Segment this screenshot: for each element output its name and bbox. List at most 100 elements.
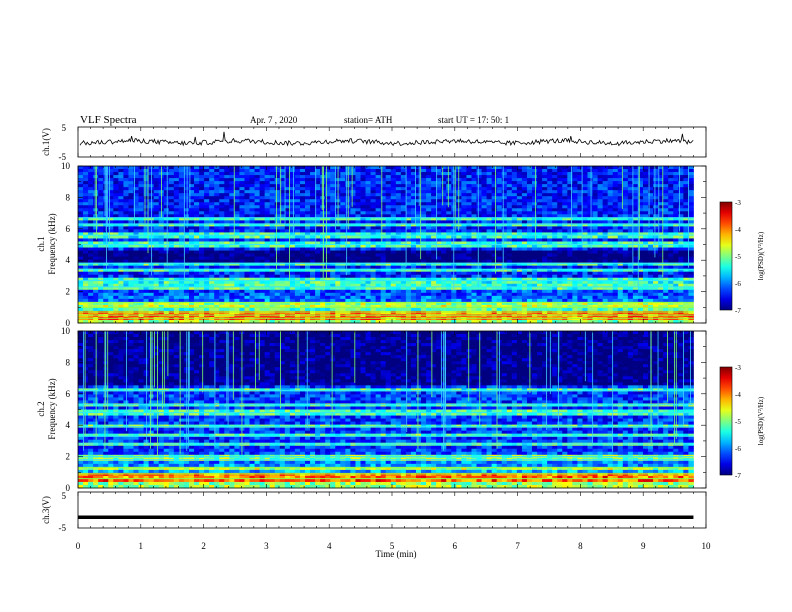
- spectrogram-cell: [516, 211, 523, 215]
- spectrogram-cell: [138, 229, 144, 233]
- spectrogram-cell: [305, 262, 311, 267]
- spectrogram-cell: [526, 280, 533, 285]
- spectrogram-cell: [83, 247, 89, 251]
- spectrogram-cell: [310, 241, 316, 245]
- spectrogram-cell: [143, 319, 150, 324]
- spectrogram-cell: [511, 205, 518, 209]
- spectrogram-cell: [532, 208, 538, 212]
- spectrogram-cell: [118, 274, 124, 279]
- spectrogram-cell: [370, 232, 377, 236]
- spectrogram-cell: [552, 205, 558, 209]
- spectrogram-cell: [446, 208, 452, 212]
- spectrogram-cell: [299, 211, 306, 215]
- spectrogram-cell: [284, 301, 291, 306]
- spectrogram-cell: [259, 250, 266, 254]
- spectrogram-cell: [537, 229, 543, 233]
- spectrogram-cell: [249, 268, 255, 273]
- spectrogram-cell: [219, 268, 225, 273]
- spectrogram-cell: [521, 310, 528, 315]
- spectrogram-cell: [219, 256, 225, 260]
- spectrogram-cell: [234, 166, 240, 170]
- spectrogram-cell: [209, 235, 215, 239]
- spectrogram-cell: [305, 196, 311, 200]
- spectrogram-cell: [461, 184, 467, 188]
- spectrogram-cell: [486, 265, 493, 270]
- spectrogram-cell: [224, 262, 230, 267]
- spectrogram-cell: [542, 256, 548, 260]
- spectrogram-cell: [188, 190, 195, 194]
- spectrogram-cell: [88, 232, 94, 236]
- spectrogram-cell: [214, 232, 220, 236]
- spectrogram-cell: [209, 181, 215, 185]
- spectrogram-cell: [219, 274, 225, 279]
- spectrogram-cell: [486, 247, 493, 251]
- spectrogram-cell: [138, 178, 144, 182]
- spectrogram-cell: [426, 280, 432, 285]
- spectrogram-cell: [274, 202, 281, 206]
- spectrogram-cell: [355, 208, 361, 212]
- spectrogram-cell: [501, 238, 508, 242]
- spectrogram-cell: [259, 280, 266, 285]
- spectrogram-cell: [436, 289, 442, 294]
- spectrogram-cell: [259, 190, 266, 194]
- spectrogram-cell: [108, 196, 114, 200]
- spectrogram-cell: [456, 247, 462, 251]
- spectrogram-cell: [123, 250, 129, 254]
- spectrogram-cell: [511, 184, 518, 188]
- spectrogram-cell: [542, 193, 548, 197]
- spectrogram-cell: [547, 166, 553, 170]
- spectrogram-cell: [279, 220, 286, 224]
- spectrogram-cell: [330, 250, 336, 254]
- spectrogram-cell: [436, 286, 442, 291]
- spectrogram-cell: [511, 304, 518, 309]
- spectrogram-cell: [506, 184, 513, 188]
- spectrogram-cell: [410, 238, 417, 242]
- spectrogram-cell: [400, 319, 407, 324]
- spectrogram-cell: [365, 172, 371, 176]
- spectrogram-cell: [496, 196, 503, 200]
- spectrogram-cell: [552, 307, 558, 312]
- spectrogram-cell: [446, 265, 452, 270]
- spectrogram-cell: [400, 214, 407, 218]
- spectrogram-cell: [279, 208, 286, 212]
- spectrogram-cell: [370, 277, 377, 282]
- spectrogram-cell: [521, 178, 528, 182]
- spectrogram-cell: [118, 265, 124, 270]
- spectrogram-cell: [123, 196, 129, 200]
- spectrogram-cell: [224, 220, 230, 224]
- spectrogram-cell: [224, 259, 230, 264]
- spectrogram-cell: [532, 265, 538, 270]
- spectrogram-cell: [88, 241, 94, 245]
- spectrogram-cell: [511, 166, 518, 170]
- spectrogram-cell: [365, 187, 371, 191]
- spectrogram-cell: [537, 268, 543, 273]
- spectrogram-cell: [108, 307, 114, 312]
- spectrogram-cell: [138, 241, 144, 245]
- spectrogram-cell: [547, 223, 553, 227]
- spectrogram-cell: [264, 238, 271, 242]
- spectrogram-cell: [274, 274, 281, 279]
- spectrogram-cell: [385, 262, 392, 267]
- spectrogram-cell: [315, 211, 321, 215]
- spectrogram-cell: [431, 319, 437, 324]
- spectrogram-cell: [350, 217, 356, 221]
- spectrogram-cell: [113, 271, 119, 276]
- spectrogram-cell: [163, 178, 170, 182]
- spectrogram-cell: [350, 184, 356, 188]
- spectrogram-cell: [491, 259, 498, 264]
- spectrogram-cell: [128, 277, 134, 282]
- spectrogram-cell: [496, 250, 503, 254]
- spectrogram-cell: [506, 166, 513, 170]
- spectrogram-cell: [375, 229, 382, 233]
- spectrogram-cell: [466, 172, 472, 176]
- spectrogram-cell: [405, 199, 412, 203]
- spectrogram-cell: [466, 166, 472, 170]
- spectrogram-cell: [294, 310, 301, 315]
- spectrogram-cell: [436, 319, 442, 324]
- spectrogram-cell: [78, 214, 84, 218]
- spectrogram-cell: [204, 307, 210, 312]
- spectrogram-cell: [405, 232, 412, 236]
- spectrogram-cell: [143, 280, 150, 285]
- spectrogram-cell: [299, 274, 306, 279]
- spectrogram-cell: [269, 166, 276, 170]
